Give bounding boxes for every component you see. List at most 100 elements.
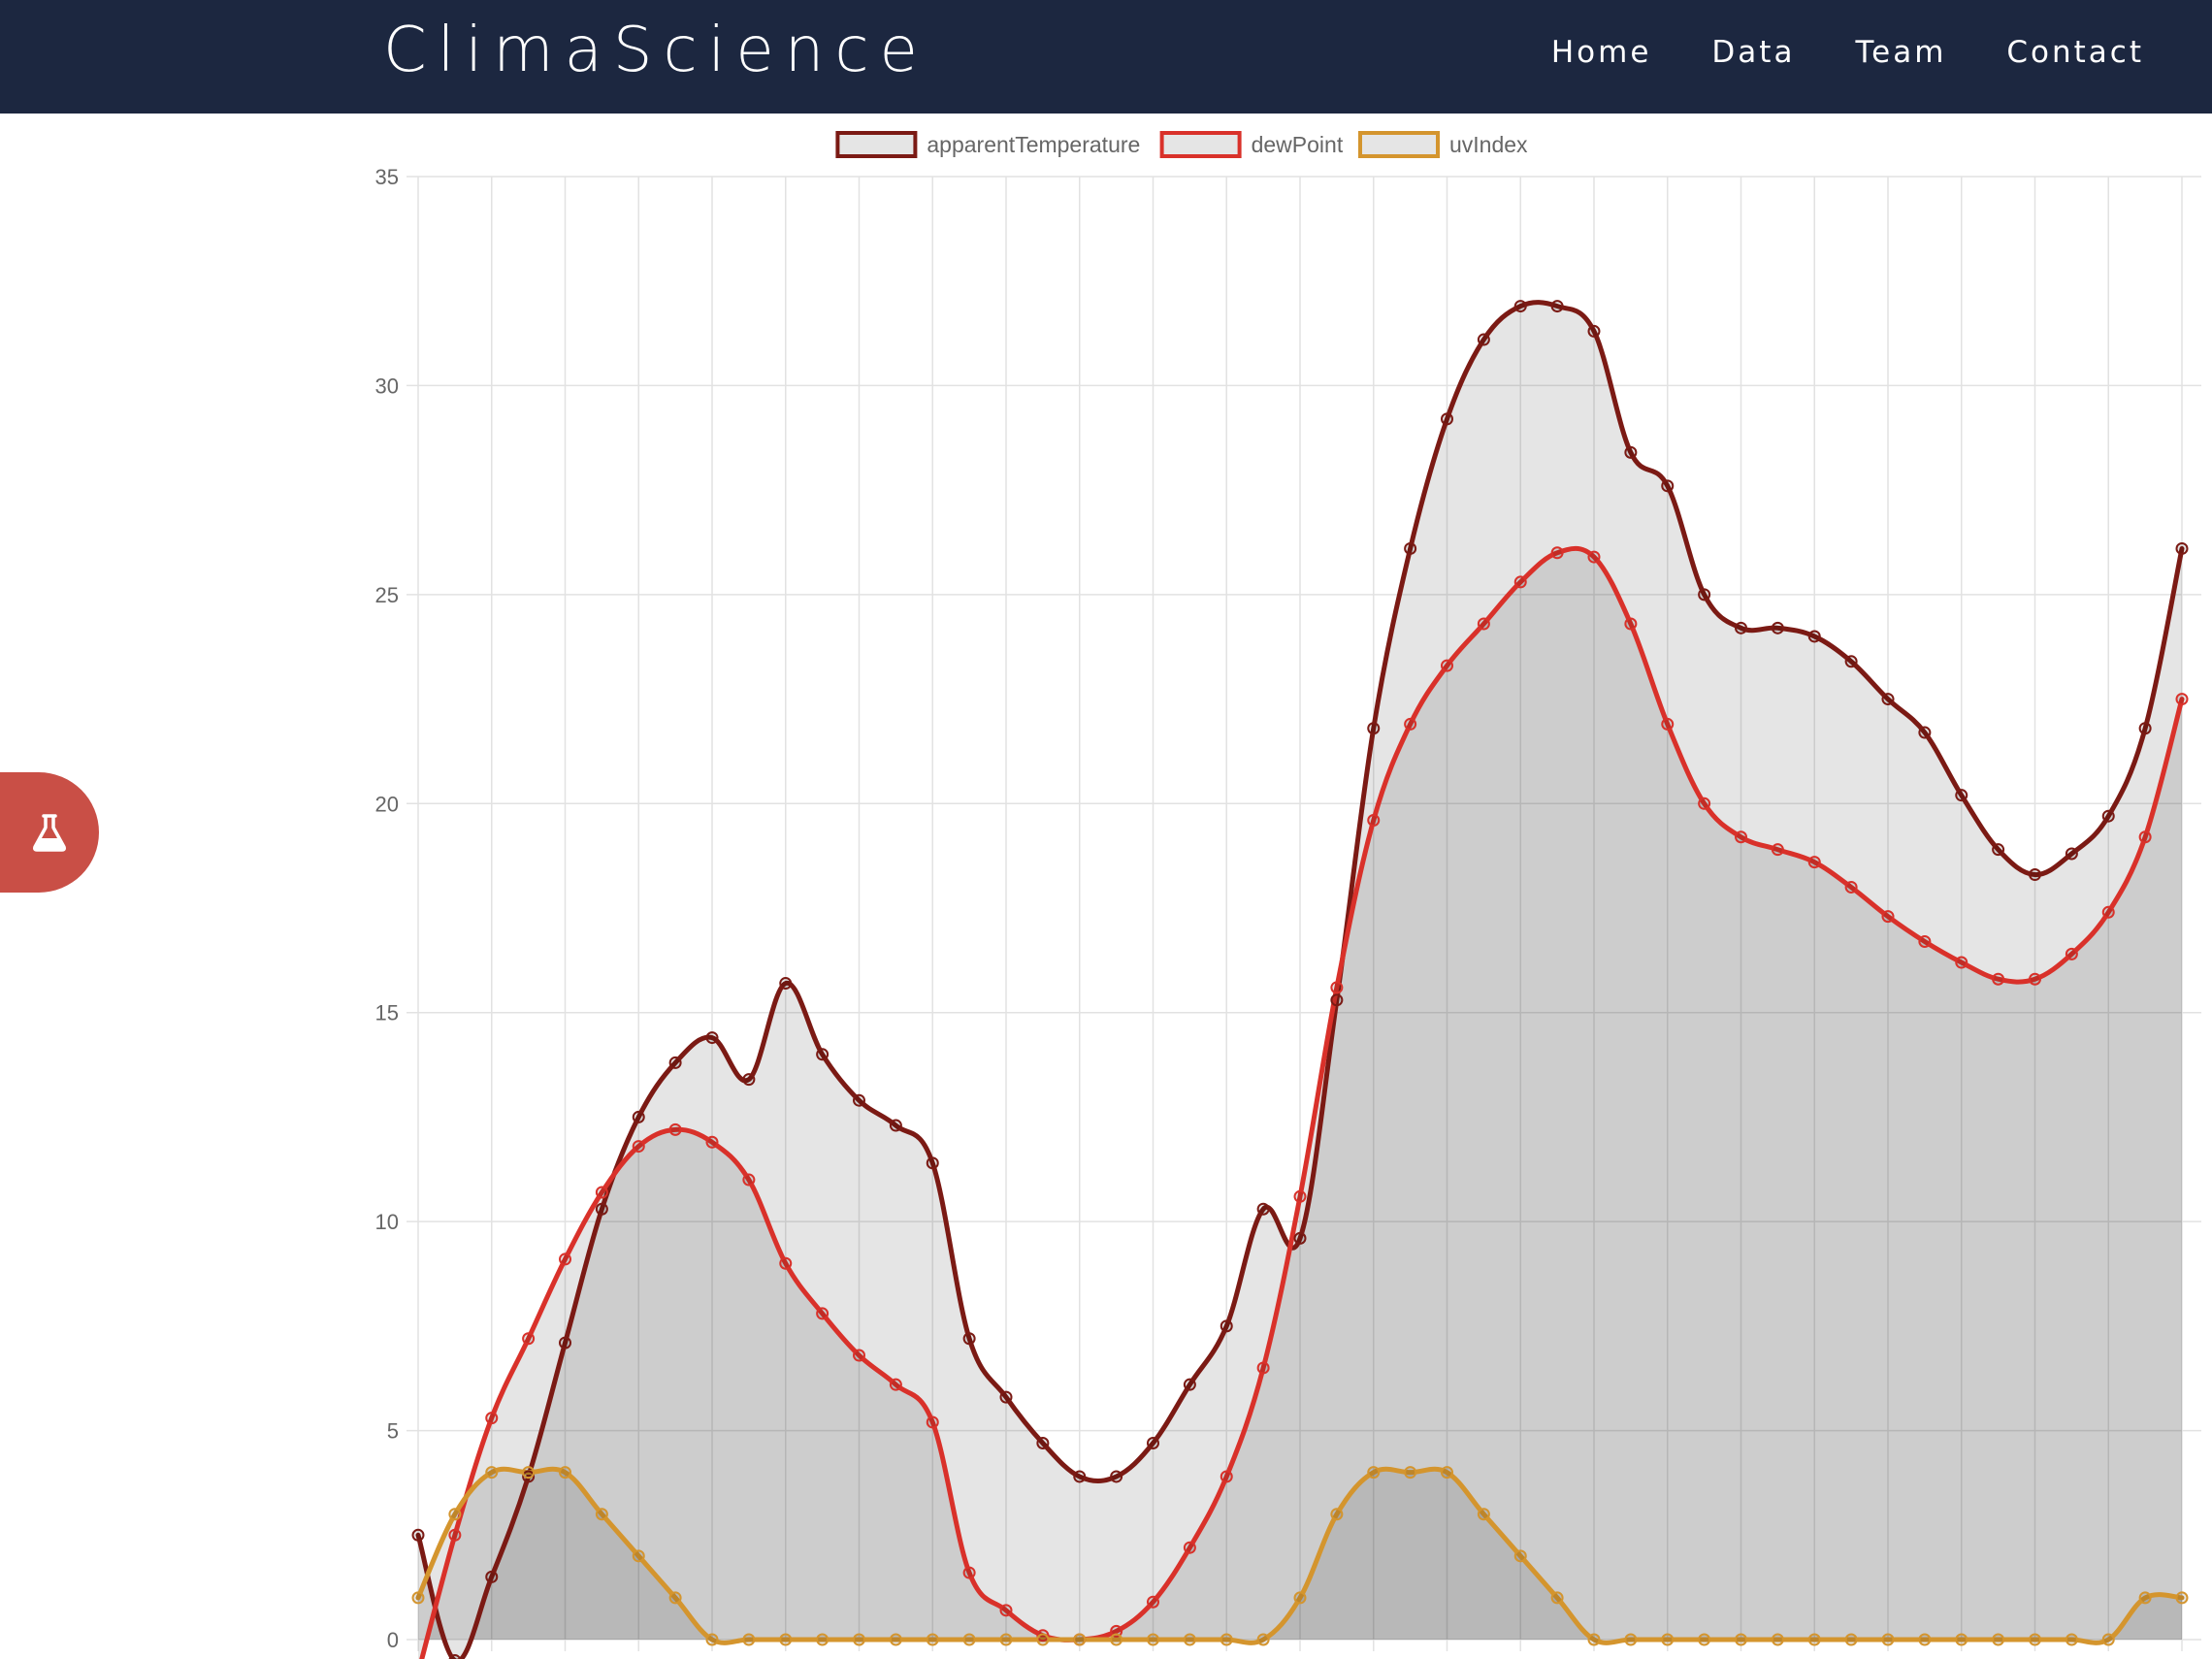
- point-dewPoint[interactable]: [853, 1349, 865, 1362]
- point-apparentTemperature[interactable]: [2065, 847, 2078, 861]
- point-apparentTemperature[interactable]: [853, 1093, 865, 1107]
- point-uvIndex[interactable]: [1955, 1633, 1968, 1646]
- point-dewPoint[interactable]: [1624, 617, 1638, 631]
- point-uvIndex[interactable]: [485, 1466, 499, 1480]
- point-uvIndex[interactable]: [1036, 1633, 1050, 1646]
- brand-logo[interactable]: ClimaScience: [383, 15, 928, 86]
- point-dewPoint[interactable]: [668, 1122, 682, 1136]
- point-apparentTemperature[interactable]: [1698, 588, 1711, 602]
- point-uvIndex[interactable]: [926, 1633, 939, 1646]
- nav-home[interactable]: Home: [1550, 35, 1652, 70]
- point-uvIndex[interactable]: [1183, 1633, 1196, 1646]
- point-uvIndex[interactable]: [779, 1633, 793, 1646]
- point-apparentTemperature[interactable]: [1992, 843, 2005, 857]
- point-apparentTemperature[interactable]: [705, 1031, 719, 1045]
- point-dewPoint[interactable]: [1698, 797, 1711, 810]
- point-dewPoint[interactable]: [632, 1140, 645, 1154]
- point-apparentTemperature[interactable]: [779, 977, 793, 991]
- point-dewPoint[interactable]: [1441, 659, 1453, 672]
- legend-label-apparentTemperature[interactable]: apparentTemperature: [927, 132, 1140, 157]
- point-dewPoint[interactable]: [2175, 693, 2189, 706]
- point-uvIndex[interactable]: [2175, 1591, 2189, 1605]
- point-dewPoint[interactable]: [889, 1378, 902, 1391]
- point-dewPoint[interactable]: [816, 1307, 830, 1320]
- point-dewPoint[interactable]: [1256, 1361, 1270, 1375]
- point-apparentTemperature[interactable]: [1293, 1231, 1307, 1245]
- point-uvIndex[interactable]: [522, 1466, 536, 1480]
- point-apparentTemperature[interactable]: [1844, 655, 1858, 668]
- point-apparentTemperature[interactable]: [2138, 722, 2152, 735]
- point-uvIndex[interactable]: [1404, 1466, 1417, 1480]
- point-uvIndex[interactable]: [853, 1633, 865, 1646]
- point-apparentTemperature[interactable]: [448, 1654, 462, 1659]
- nav-data[interactable]: Data: [1711, 35, 1796, 70]
- point-uvIndex[interactable]: [1220, 1633, 1233, 1646]
- point-apparentTemperature[interactable]: [1807, 630, 1821, 643]
- point-uvIndex[interactable]: [1330, 1508, 1344, 1521]
- point-apparentTemperature[interactable]: [595, 1202, 608, 1216]
- point-dewPoint[interactable]: [2029, 972, 2041, 986]
- nav-contact[interactable]: Contact: [2006, 35, 2144, 70]
- point-uvIndex[interactable]: [1441, 1466, 1453, 1480]
- point-dewPoint[interactable]: [1550, 546, 1564, 560]
- point-apparentTemperature[interactable]: [1036, 1436, 1050, 1449]
- point-dewPoint[interactable]: [962, 1566, 976, 1579]
- point-apparentTemperature[interactable]: [1404, 541, 1417, 555]
- point-dewPoint[interactable]: [1955, 956, 1968, 969]
- point-uvIndex[interactable]: [962, 1633, 976, 1646]
- point-uvIndex[interactable]: [1771, 1633, 1784, 1646]
- point-uvIndex[interactable]: [1073, 1633, 1087, 1646]
- point-uvIndex[interactable]: [448, 1508, 462, 1521]
- point-dewPoint[interactable]: [448, 1528, 462, 1542]
- point-uvIndex[interactable]: [2138, 1591, 2152, 1605]
- point-dewPoint[interactable]: [999, 1604, 1013, 1617]
- point-dewPoint[interactable]: [1992, 972, 2005, 986]
- point-dewPoint[interactable]: [1293, 1189, 1307, 1203]
- point-uvIndex[interactable]: [2065, 1633, 2078, 1646]
- point-apparentTemperature[interactable]: [485, 1570, 499, 1583]
- point-dewPoint[interactable]: [1881, 910, 1895, 924]
- point-uvIndex[interactable]: [1735, 1633, 1747, 1646]
- point-dewPoint[interactable]: [1330, 981, 1344, 994]
- point-apparentTemperature[interactable]: [1661, 479, 1675, 493]
- point-dewPoint[interactable]: [1771, 843, 1784, 857]
- point-apparentTemperature[interactable]: [889, 1119, 902, 1132]
- point-uvIndex[interactable]: [1881, 1633, 1895, 1646]
- point-uvIndex[interactable]: [999, 1633, 1013, 1646]
- point-apparentTemperature[interactable]: [1220, 1319, 1233, 1333]
- point-uvIndex[interactable]: [2101, 1633, 2115, 1646]
- point-apparentTemperature[interactable]: [559, 1336, 571, 1350]
- point-apparentTemperature[interactable]: [1147, 1436, 1159, 1449]
- point-uvIndex[interactable]: [2029, 1633, 2041, 1646]
- point-apparentTemperature[interactable]: [1955, 789, 1968, 802]
- point-apparentTemperature[interactable]: [1771, 621, 1784, 634]
- point-uvIndex[interactable]: [1624, 1633, 1638, 1646]
- point-apparentTemperature[interactable]: [1513, 300, 1527, 313]
- point-apparentTemperature[interactable]: [926, 1156, 939, 1170]
- legend-swatch-apparentTemperature[interactable]: [835, 131, 918, 158]
- legend-swatch-uvIndex[interactable]: [1358, 131, 1440, 158]
- point-dewPoint[interactable]: [705, 1135, 719, 1149]
- point-uvIndex[interactable]: [1550, 1591, 1564, 1605]
- point-dewPoint[interactable]: [1587, 550, 1601, 564]
- point-uvIndex[interactable]: [1992, 1633, 2005, 1646]
- point-uvIndex[interactable]: [1367, 1466, 1381, 1480]
- point-apparentTemperature[interactable]: [999, 1390, 1013, 1404]
- point-dewPoint[interactable]: [1661, 717, 1675, 731]
- point-uvIndex[interactable]: [668, 1591, 682, 1605]
- point-apparentTemperature[interactable]: [632, 1110, 645, 1123]
- point-uvIndex[interactable]: [1513, 1549, 1527, 1563]
- point-uvIndex[interactable]: [1147, 1633, 1159, 1646]
- point-apparentTemperature[interactable]: [1073, 1470, 1087, 1483]
- point-dewPoint[interactable]: [595, 1186, 608, 1199]
- point-uvIndex[interactable]: [559, 1466, 571, 1480]
- point-dewPoint[interactable]: [1513, 575, 1527, 589]
- nav-team[interactable]: Team: [1855, 35, 1947, 70]
- point-dewPoint[interactable]: [2138, 830, 2152, 844]
- point-dewPoint[interactable]: [559, 1252, 571, 1266]
- point-apparentTemperature[interactable]: [1881, 693, 1895, 706]
- point-apparentTemperature[interactable]: [816, 1048, 830, 1061]
- point-apparentTemperature[interactable]: [1183, 1378, 1196, 1391]
- legend-swatch-dewPoint[interactable]: [1159, 131, 1242, 158]
- point-dewPoint[interactable]: [1183, 1541, 1196, 1554]
